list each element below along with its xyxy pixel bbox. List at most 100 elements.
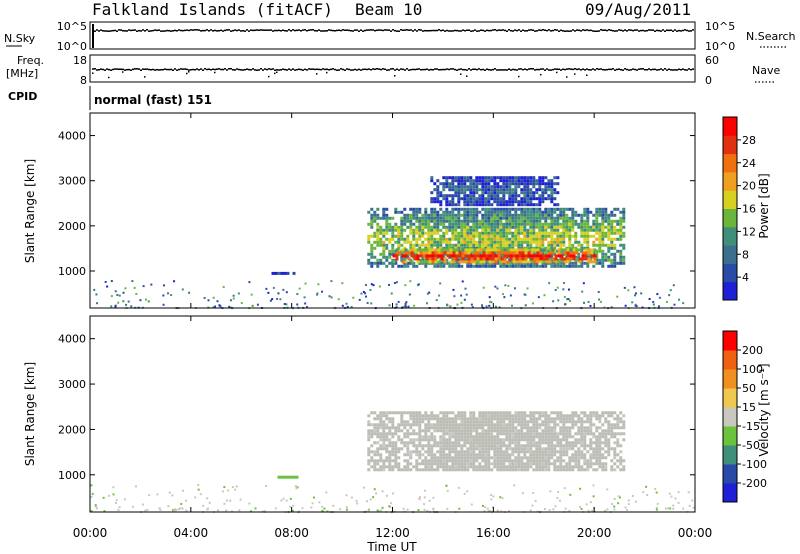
echo-cell [481,228,485,232]
freq-trace-point [264,68,266,70]
echo-cell [613,255,617,259]
noise-cell [102,496,105,499]
echo-cell [403,213,407,217]
echo-cell [511,207,515,211]
noise-trace-point [592,30,594,32]
echo-cell [478,420,482,424]
echo-cell [454,191,458,195]
echo-cell [481,423,485,427]
noise-cell [390,292,393,295]
echo-cell [503,260,507,264]
echo-cell [475,176,479,180]
echo-cell [403,240,407,244]
echo-cell [430,447,434,451]
freq-trace-point [432,69,434,71]
echo-cell [379,426,383,430]
noise-trace-point [316,30,318,32]
echo-cell [499,185,503,189]
noise-trace-point [480,29,482,31]
noise-cell [294,485,297,488]
echo-cell [571,414,575,418]
echo-cell [388,456,392,460]
echo-cell [535,197,539,201]
echo-cell [457,465,461,469]
echo-cell [553,264,557,268]
noise-trace-point [284,29,286,32]
echo-cell [436,450,440,454]
echo-cell [521,251,525,255]
echo-cell [574,450,578,454]
freq-trace-point [568,68,570,70]
echo-cell [529,194,533,198]
echo-cell [541,231,545,235]
echo-cell [451,423,455,427]
echo-cell [550,447,554,451]
echo-cell [547,240,551,244]
echo-cell [451,228,455,232]
noise-cell [457,486,460,489]
echo-cell [574,432,578,436]
noise-cell [677,501,680,504]
colorbar-tick-label: -15 [742,420,760,433]
echo-cell [604,258,608,262]
freq-trace-point [608,68,610,71]
echo-cell [466,465,470,469]
echo-cell [442,456,446,460]
echo-cell [472,417,476,421]
echo-cell [497,254,501,258]
freq-trace-point [564,68,566,71]
echo-cell [535,411,539,415]
echo-cell [580,429,584,433]
noise-cell [556,286,559,289]
echo-cell [445,207,449,211]
echo-cell [424,468,428,472]
echo-cell [475,225,479,229]
echo-cell [449,251,453,255]
echo-cell [472,468,476,472]
echo-cell [490,179,494,183]
freq-trace-point [672,69,674,71]
echo-cell [559,216,563,220]
echo-cell [526,246,530,250]
echo-cell [376,414,380,418]
echo-cell [412,450,416,454]
echo-cell [460,414,464,418]
noise-trace-point [338,29,340,32]
echo-cell [532,459,536,463]
echo-cell [601,456,605,460]
echo-cell [436,213,440,217]
echo-cell [475,182,479,186]
noise-cell [96,302,99,305]
echo-cell [556,243,560,247]
echo-cell [563,257,567,261]
noise-cell [230,510,233,513]
echo-cell [508,246,512,250]
echo-cell [409,240,413,244]
echo-cell [454,465,458,469]
echo-cell [493,444,497,448]
freq-trace-point [368,68,370,70]
echo-cell [391,252,395,256]
echo-cell [544,222,548,226]
echo-cell [592,432,596,436]
noise-trace-point [136,30,138,32]
echo-cell [580,465,584,469]
echo-cell [430,453,434,457]
echo-cell [523,246,527,250]
x-tick-label: 16:00 [476,526,511,540]
echo-cell [472,264,476,268]
echo-cell [622,210,626,214]
echo-cell [526,222,530,226]
echo-cell [520,426,524,430]
echo-cell [544,441,548,445]
freq-trace-point [454,68,456,71]
echo-cell [436,423,440,427]
colorbar-swatch [723,208,737,228]
freq-trace-point [292,68,294,70]
echo-cell [514,444,518,448]
echo-cell [607,219,611,223]
freq-trace-point [240,69,242,71]
echo-cell [439,453,443,457]
echo-cell [544,465,548,469]
echo-cell [508,453,512,457]
